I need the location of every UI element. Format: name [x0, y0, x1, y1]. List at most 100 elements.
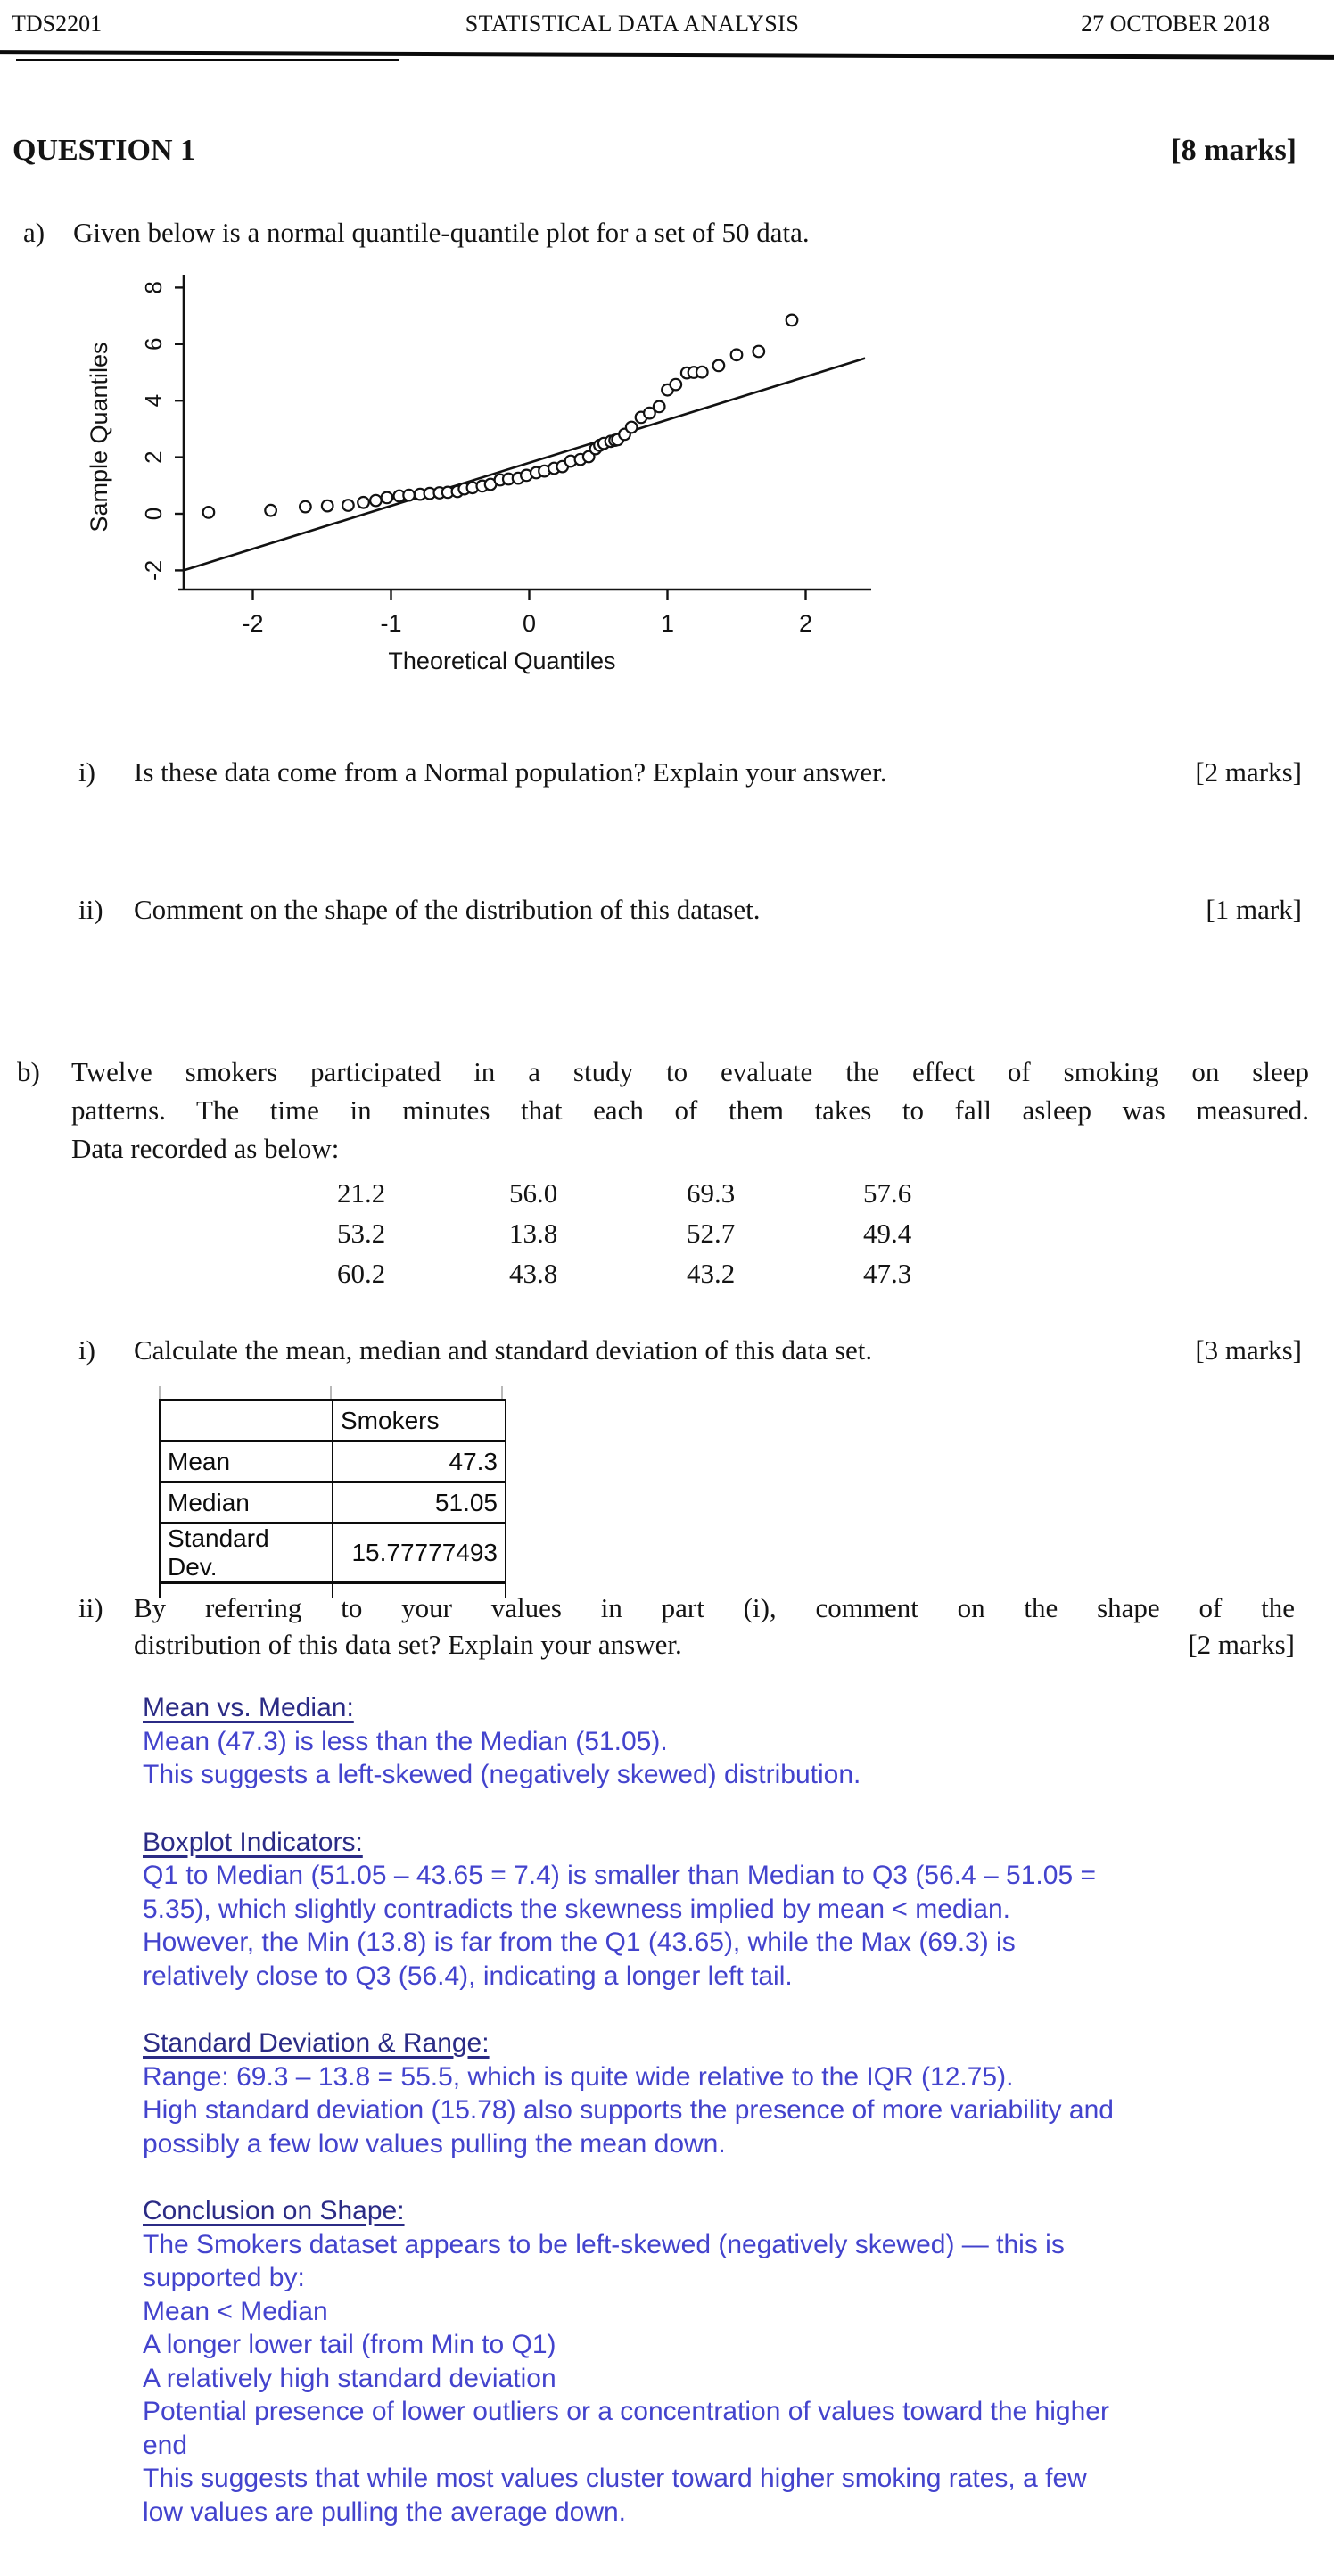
answer-section: Standard Deviation & Range: Range: 69.3 –…: [143, 2027, 1275, 2160]
document-title: STATISTICAL DATA ANALYSIS: [465, 11, 800, 37]
data-point: [402, 488, 416, 502]
stats-value: 15.77777493: [332, 1522, 506, 1584]
qq-plot-figure: -2 0 2 4 6 8 -2 -1 0 1 2 Theoretical Quantiles Sampl…: [54, 268, 874, 687]
data-point: [342, 499, 355, 512]
part-a-label: a): [23, 217, 45, 248]
data-point: [669, 377, 683, 392]
question-a-i-marks: [2 marks]: [1195, 756, 1302, 788]
data-point: [320, 499, 334, 513]
answer-line: The Smokers dataset appears to be left-s…: [143, 2229, 1065, 2259]
data-point: [729, 348, 744, 362]
answer-line: Range: 69.3 – 13.8 = 55.5, which is quit…: [143, 2061, 1014, 2092]
gridline-stub: [330, 1386, 332, 1399]
data-point: [357, 495, 370, 509]
header-rule-fragment: [16, 59, 399, 61]
x-axis-title: Theoretical Quantiles: [388, 648, 615, 674]
stats-table-wrap: Smokers Mean 47.3 Median 51.05 Standard Dev.…: [159, 1386, 506, 1598]
stats-row: Median 51.05: [159, 1481, 506, 1524]
gridline-stub: [501, 1386, 503, 1399]
answer-line: low values are pulling the average down.: [143, 2497, 627, 2527]
question-a-i-label: i): [78, 756, 95, 788]
answer-line: 5.35), which slightly contradicts the sk…: [143, 1894, 1010, 1924]
answer-line: possibly a few low values pulling the me…: [143, 2128, 726, 2159]
answer-line: relatively close to Q3 (56.4), indicatin…: [143, 1961, 793, 1991]
y-tick-label: -2: [140, 560, 167, 581]
part-b-text: Twelve smokers participated in a study t…: [71, 1053, 1309, 1168]
data-value: 57.6: [863, 1177, 912, 1209]
question-b-ii-line-2: distribution of this data set? Explain y…: [134, 1626, 1295, 1663]
data-value: 21.2: [337, 1177, 386, 1209]
stats-empty-cell: [159, 1399, 334, 1442]
answer-line: Potential presence of lower outliers or …: [143, 2397, 1109, 2426]
question-a-i-text: Is these data come from a Normal populat…: [134, 756, 887, 788]
stats-partial-cell: [159, 1581, 334, 1598]
qq-plot: -2 0 2 4 6 8 -2 -1 0 1 2 Theoretical Quantiles Sampl…: [86, 275, 871, 674]
answer-line: end: [143, 2430, 188, 2460]
question-number: QUESTION 1: [12, 134, 195, 167]
data-value: 49.4: [863, 1218, 912, 1249]
question-a-ii-text: Comment on the shape of the distribution…: [134, 894, 761, 925]
answer-line: A longer lower tail (from Min to Q1): [143, 2330, 556, 2359]
part-b-line-3: Data recorded as below:: [71, 1133, 340, 1164]
y-tick-label: 6: [140, 338, 167, 351]
question-b-i-marks: [3 marks]: [1195, 1334, 1302, 1366]
question-b-ii-line-2-text: distribution of this data set? Explain y…: [134, 1629, 682, 1660]
stats-partial-cell: [332, 1581, 506, 1598]
answer-line: This suggests that while most values clu…: [143, 2464, 1087, 2493]
stats-table: Smokers Mean 47.3 Median 51.05 Standard Dev.…: [159, 1399, 506, 1598]
answer-line: However, the Min (13.8) is far from the …: [143, 1928, 1016, 1957]
data-row: 21.2 56.0 69.3 57.6: [337, 1173, 970, 1213]
stats-partial-row: [159, 1581, 506, 1598]
x-tick-label: -2: [242, 610, 263, 637]
data-value: 47.3: [863, 1258, 912, 1289]
part-a-text: Given below is a normal quantile-quantil…: [73, 217, 810, 248]
y-tick-label: 8: [140, 281, 167, 293]
stats-label: Mean: [159, 1440, 334, 1483]
stats-label: Median: [159, 1481, 334, 1524]
data-value: 52.7: [687, 1218, 736, 1249]
question-b-ii-label: ii): [78, 1592, 103, 1623]
question-a-ii-marks: [1 mark]: [1206, 894, 1302, 925]
data-value: 13.8: [509, 1218, 558, 1249]
data-point: [752, 344, 766, 359]
data-point: [202, 506, 216, 519]
question-marks: [8 marks]: [1171, 134, 1297, 167]
answer-heading: Boxplot Indicators:: [143, 1827, 363, 1857]
answer-line: Mean < Median: [143, 2296, 328, 2326]
question-b-i: i) Calculate the mean, median and standar…: [78, 1334, 1302, 1366]
data-point: [785, 313, 799, 327]
answer-heading: Conclusion on Shape:: [143, 2196, 405, 2225]
data-row: 53.2 13.8 52.7 49.4: [337, 1213, 970, 1253]
data-value: 56.0: [509, 1177, 558, 1209]
stats-row: Standard Dev. 15.77777493: [159, 1522, 506, 1584]
data-point: [299, 500, 312, 514]
data-row: 60.2 43.8 43.2 47.3: [337, 1253, 970, 1293]
answer-heading: Standard Deviation & Range:: [143, 2028, 490, 2058]
part-b-label: b): [17, 1056, 40, 1087]
question-b-ii-line-1: By referring to your values in part (i),…: [134, 1592, 1295, 1623]
y-axis-title: Sample Quantiles: [86, 342, 112, 532]
x-tick-label: 1: [661, 610, 674, 637]
course-code: TDS2201: [12, 11, 103, 37]
y-tick-label: 4: [140, 394, 167, 407]
question-b-i-text: Calculate the mean, median and standard …: [134, 1334, 873, 1366]
answer-section: Mean vs. Median: Mean (47.3) is less than…: [143, 1691, 1275, 1792]
gridline-stub: [159, 1386, 161, 1399]
data-point: [695, 365, 709, 379]
answer-line: Q1 to Median (51.05 – 43.65 = 7.4) is sm…: [143, 1861, 1096, 1890]
part-b-intro: b) Twelve smokers participated in a stud…: [17, 1053, 1309, 1168]
question-a-ii-label: ii): [78, 894, 103, 925]
stats-value: 51.05: [332, 1481, 506, 1524]
stats-label: Standard Dev.: [159, 1522, 334, 1584]
part-b-line-2: patterns. The time in minutes that each …: [71, 1094, 1309, 1126]
part-a-intro: a) Given below is a normal quantile-quan…: [23, 217, 1289, 249]
answer-line: This suggests a left-skewed (negatively …: [143, 1760, 861, 1789]
question-heading: QUESTION 1 [8 marks]: [12, 134, 1298, 168]
question-b-ii-marks: [2 marks]: [1188, 1629, 1295, 1660]
sleep-data-grid: 21.2 56.0 69.3 57.6 53.2 13.8 52.7 49.4 60.2 43.8…: [337, 1173, 970, 1293]
answer-line: Mean (47.3) is less than the Median (51.…: [143, 1726, 668, 1756]
data-value: 60.2: [337, 1258, 386, 1289]
data-value: 43.2: [687, 1258, 736, 1289]
data-value: 69.3: [687, 1177, 736, 1209]
